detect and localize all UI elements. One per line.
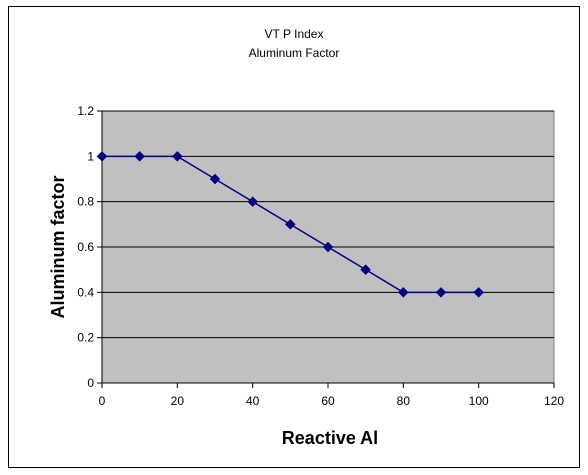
x-axis-label: Reactive Al [282,428,378,448]
x-tick-label: 80 [397,394,411,408]
x-tick-label: 40 [246,394,260,408]
x-tick-labels: 0 20 40 60 80 100 120 [99,394,565,408]
data-point-marker [284,218,296,230]
data-point-marker [96,150,108,162]
data-point-marker [247,196,259,208]
chart-subtitle: Aluminum Factor [249,46,340,60]
y-tick-label: 0.2 [77,331,94,345]
data-point-marker [322,241,334,253]
y-tick-labels: 0 0.2 0.4 0.6 0.8 1 1.2 [77,104,94,390]
y-tick-label: 0.6 [77,240,94,254]
data-point-marker [171,150,183,162]
y-tick-label: 0.4 [77,285,94,299]
y-tick-label: 1 [87,149,94,163]
data-point-marker [397,286,409,298]
data-point-marker [473,286,485,298]
y-tick-label: 0.8 [77,195,94,209]
x-tick-label: 0 [99,394,106,408]
x-tick-label: 100 [469,394,489,408]
x-tick-label: 120 [544,394,564,408]
chart-title: VT P Index [265,27,324,41]
y-axis-label: Aluminum factor [48,175,68,318]
y-tick-label: 0 [87,376,94,390]
data-point-marker [209,173,221,185]
x-tick-label: 20 [171,394,185,408]
data-point-marker [360,264,372,276]
series-group [96,150,485,298]
x-tick-label: 60 [321,394,335,408]
data-point-marker [435,286,447,298]
y-tick-label: 1.2 [77,104,94,118]
data-point-marker [134,150,146,162]
